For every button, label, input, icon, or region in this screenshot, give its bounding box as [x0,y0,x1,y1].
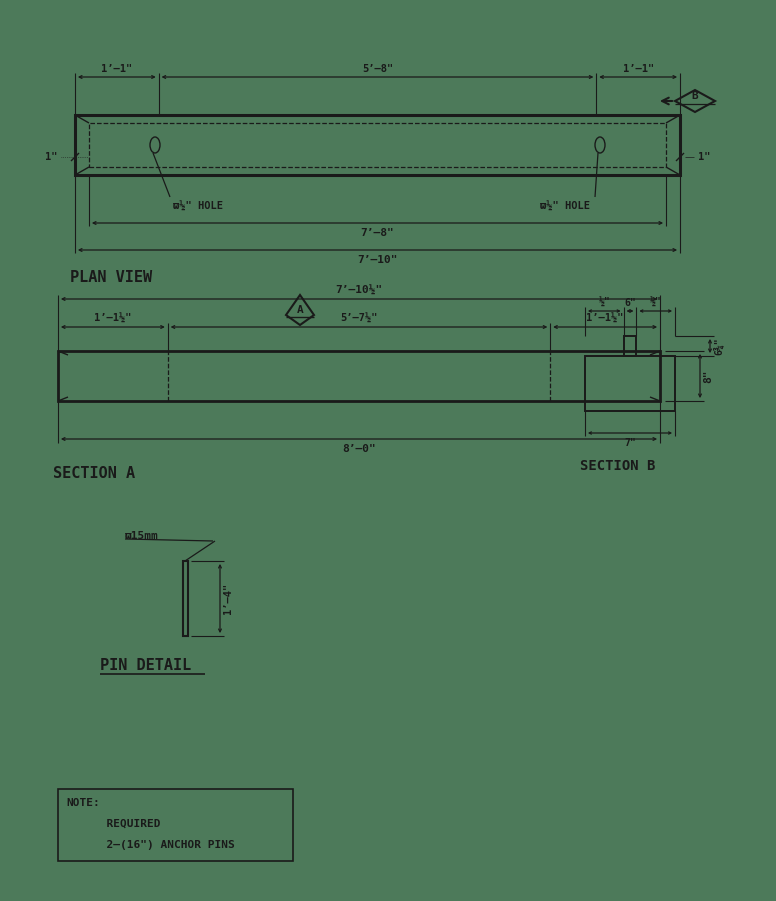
Text: ϖ½" HOLE: ϖ½" HOLE [173,202,223,212]
Text: 2–(16") ANCHOR PINS: 2–(16") ANCHOR PINS [66,840,235,850]
Text: 1’–1": 1’–1" [101,64,133,74]
Text: A: A [296,305,303,315]
Text: 5’–8": 5’–8" [362,64,393,74]
Text: B: B [691,91,698,101]
Bar [585,356,675,411]
Text: 8": 8" [703,369,713,383]
Text: 1": 1" [698,152,711,162]
Text: REQUIRED: REQUIRED [66,819,161,829]
Text: 7’–10½": 7’–10½" [335,286,383,296]
Text: 6¾": 6¾" [712,337,723,355]
Text: SECTION B: SECTION B [580,459,656,473]
Text: PIN DETAIL: PIN DETAIL [100,659,191,674]
Text: 1’–1½": 1’–1½" [94,314,132,324]
Text: 1’–1½": 1’–1½" [587,314,624,324]
Text: NOTE:: NOTE: [66,798,100,808]
Bar [75,115,680,175]
Text: PLAN VIEW: PLAN VIEW [70,269,152,285]
Text: 7": 7" [624,438,636,448]
Bar [182,561,188,636]
Text: 1": 1" [44,152,57,162]
Text: ½": ½" [650,298,662,308]
Bar [89,123,666,167]
Text: 7’–10": 7’–10" [357,255,398,265]
Bar [58,351,660,401]
Text: ϖ½" HOLE: ϖ½" HOLE [540,202,590,212]
Text: 1’–4": 1’–4" [223,583,233,614]
Text: SECTION A: SECTION A [53,466,135,480]
Text: ϖ15mm: ϖ15mm [125,531,159,541]
Bar [624,336,636,356]
Text: 6": 6" [624,298,636,308]
Text: 5’–7½": 5’–7½" [340,314,378,324]
Text: 8’–0": 8’–0" [342,444,376,454]
Bar [58,789,293,861]
Text: 1’–1": 1’–1" [622,64,654,74]
Text: ½": ½" [598,298,610,308]
Text: 7’–8": 7’–8" [361,228,394,238]
